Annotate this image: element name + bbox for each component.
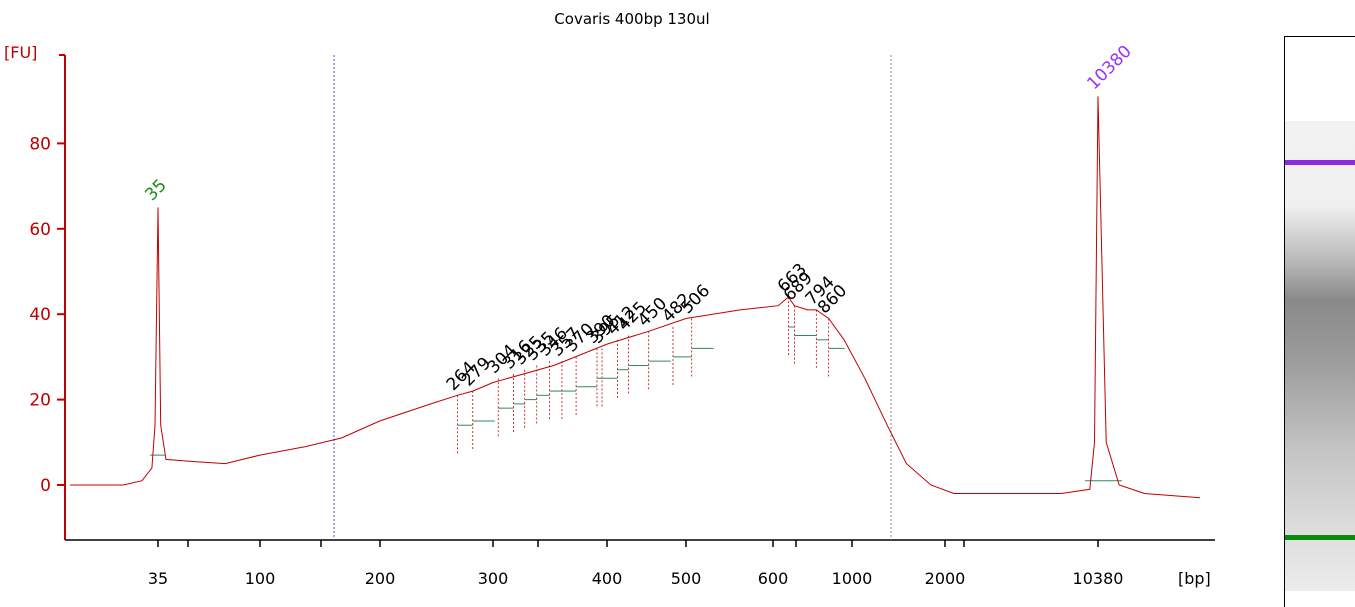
- y-tick-label: 0: [40, 476, 51, 496]
- region-lines: [333, 55, 892, 540]
- electropherogram-trace: [70, 96, 1201, 499]
- gel-image: [1284, 36, 1355, 607]
- upper-marker-label: 10380: [1083, 42, 1135, 94]
- electropherogram-chart: Covaris 400bp 130ul [FU] [bp] 0 20 40 60 80 3…: [4, 10, 1215, 588]
- x-tick-label: 600: [758, 569, 789, 588]
- x-tick-label: 2000: [925, 569, 966, 588]
- y-tick-label: 60: [29, 220, 51, 240]
- y-axis-label: [FU]: [4, 43, 37, 62]
- chart-title: Covaris 400bp 130ul: [554, 10, 709, 28]
- x-axis-label: [bp]: [1178, 569, 1211, 588]
- y-tick-label: 80: [29, 134, 51, 154]
- y-tick-label: 20: [29, 391, 51, 411]
- peak-integration-boxes: [150, 297, 1122, 482]
- x-tick-label: 10380: [1073, 569, 1124, 588]
- x-tick-label: 300: [478, 569, 509, 588]
- axes: 0 20 40 60 80 35 100 200 300 400 500 600 1000 2000 103…: [29, 54, 1215, 588]
- gel-upper-marker-band: [1285, 160, 1355, 165]
- x-tick-label: 35: [148, 569, 168, 588]
- x-tick-label: 1000: [832, 569, 873, 588]
- gel-lane: [1285, 121, 1355, 591]
- x-tick-label: 400: [592, 569, 623, 588]
- x-tick-label: 500: [671, 569, 702, 588]
- peak-labels: 3510380264279304316325335346357370390395…: [141, 42, 1135, 395]
- gel-lower-marker-band: [1285, 535, 1355, 540]
- x-tick-label: 100: [245, 569, 276, 588]
- lower-marker-label: 35: [141, 176, 170, 205]
- y-tick-label: 40: [29, 305, 51, 325]
- x-tick-label: 200: [365, 569, 396, 588]
